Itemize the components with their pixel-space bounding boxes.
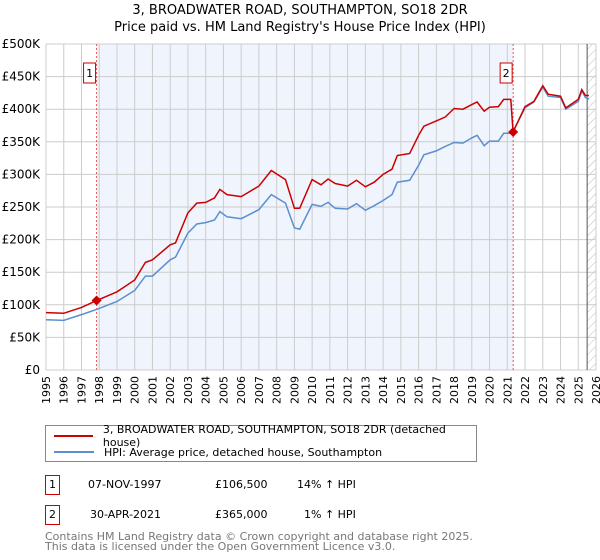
- x-tick-label: 2000: [129, 376, 142, 404]
- x-tick-label: 2022: [519, 376, 532, 404]
- y-tick-label: £400K: [2, 102, 42, 116]
- x-tick-label: 2006: [235, 376, 248, 404]
- sale-label: 1: [86, 67, 93, 80]
- red-line-swatch: [54, 435, 93, 437]
- x-tick-label: 2025: [572, 376, 585, 404]
- legend: 3, BROADWATER ROAD, SOUTHAMPTON, SO18 2D…: [45, 423, 477, 462]
- y-tick-label: £100K: [2, 298, 42, 312]
- y-tick-label: £250K: [2, 200, 42, 214]
- x-tick-label: 2013: [359, 376, 372, 404]
- x-tick-label: 2017: [430, 376, 443, 404]
- sale-point: [91, 295, 102, 306]
- x-tick-label: 2023: [537, 376, 550, 404]
- x-tick-label: 1998: [93, 376, 106, 404]
- footer-line: This data is licensed under the Open Gov…: [45, 540, 396, 553]
- x-tick-label: 2010: [306, 376, 319, 404]
- x-tick-label: 2005: [217, 376, 230, 404]
- x-tick-label: 2011: [324, 376, 337, 404]
- x-tick-label: 2018: [448, 376, 461, 404]
- sale-label-box: [499, 62, 513, 84]
- x-tick-label: 2026: [590, 376, 600, 404]
- y-tick-label: £450K: [2, 70, 42, 84]
- legend-item-hpi: HPI: Average price, detached house, Sout…: [54, 444, 382, 460]
- y-tick-label: £0: [25, 363, 40, 377]
- legend-label: HPI: Average price, detached house, Sout…: [104, 445, 383, 459]
- marker-badge: 1: [45, 475, 60, 495]
- transaction-hpi: 1% ↑ HPI: [304, 508, 356, 521]
- x-tick-label: 2020: [484, 376, 497, 404]
- x-tick-label: 2009: [288, 376, 301, 404]
- chart-subtitle: Price paid vs. HM Land Registry's House …: [114, 20, 486, 35]
- x-tick-label: 2002: [164, 376, 177, 404]
- sale-point: [508, 127, 519, 138]
- transaction-hpi: 14% ↑ HPI: [297, 478, 356, 491]
- transaction-row: 1 07-NOV-1997 £106,500 14% ↑ HPI: [45, 475, 545, 495]
- price-paid-line: [45, 84, 589, 315]
- x-tick-label: 1997: [75, 376, 88, 404]
- x-tick-label: 2024: [555, 376, 568, 404]
- x-tick-label: 2016: [413, 376, 426, 404]
- x-tick-label: 2021: [501, 376, 514, 404]
- marker-badge: 2: [45, 505, 60, 525]
- chart-title: 3, BROADWATER ROAD, SOUTHAMPTON, SO18 2D…: [132, 3, 468, 18]
- y-tick-label: £200K: [2, 233, 42, 247]
- x-tick-label: 1995: [40, 376, 53, 404]
- transaction-date: 30-APR-2021: [90, 508, 162, 521]
- x-tick-label: 2008: [271, 376, 284, 404]
- y-tick-label: £50K: [9, 330, 41, 344]
- y-tick-label: £300K: [2, 167, 42, 181]
- y-tick-label: £350K: [2, 135, 42, 149]
- legend-label: 3, BROADWATER ROAD, SOUTHAMPTON, SO18 2D…: [102, 423, 446, 449]
- x-tick-label: 2003: [182, 376, 195, 404]
- x-tick-label: 2019: [466, 376, 479, 404]
- x-tick-label: 1999: [111, 376, 124, 404]
- transaction-price: £106,500: [215, 478, 268, 491]
- y-tick-label: £500K: [2, 37, 42, 51]
- x-tick-label: 2004: [200, 376, 213, 404]
- sale-label-box: [83, 62, 97, 84]
- transaction-row: 2 30-APR-2021 £365,000 1% ↑ HPI: [45, 505, 545, 525]
- sale-label: 2: [503, 67, 510, 80]
- x-tick-label: 2014: [377, 376, 390, 404]
- x-tick-label: 2001: [146, 376, 159, 404]
- x-tick-label: 2007: [253, 376, 266, 404]
- blue-line-swatch: [54, 451, 94, 453]
- transaction-price: £365,000: [215, 508, 268, 521]
- y-tick-label: £150K: [2, 265, 42, 279]
- price-chart: 1995 1996 1997 1998 1999 2000 2001 2002 2003 2004…: [2, 37, 600, 404]
- footer: Contains HM Land Registry data © Crown c…: [45, 530, 473, 553]
- legend-item-property: 3, BROADWATER ROAD, SOUTHAMPTON, SO18 2D…: [54, 423, 476, 449]
- transaction-date: 07-NOV-1997: [88, 478, 162, 491]
- x-tick-label: 1996: [58, 376, 71, 404]
- x-tick-label: 2015: [395, 376, 408, 404]
- x-tick-label: 2012: [342, 376, 355, 404]
- footer-line: Contains HM Land Registry data © Crown c…: [45, 530, 473, 543]
